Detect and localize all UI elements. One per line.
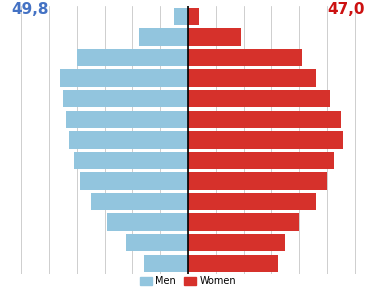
Bar (188, 234, 285, 251)
Bar (188, 49, 302, 66)
Bar (174, 8, 188, 25)
Bar (60, 69, 188, 87)
Bar (68, 131, 188, 149)
Text: 47,0: 47,0 (327, 2, 364, 17)
Bar (139, 28, 188, 46)
Bar (188, 69, 316, 87)
Bar (144, 254, 188, 272)
Text: 49,8: 49,8 (12, 2, 49, 17)
Bar (188, 28, 241, 46)
Bar (188, 213, 299, 231)
Bar (77, 49, 188, 66)
Bar (80, 172, 188, 190)
Bar (126, 234, 188, 251)
Bar (63, 90, 188, 107)
Bar (188, 193, 316, 210)
Bar (188, 152, 334, 169)
Bar (108, 213, 188, 231)
Bar (66, 111, 188, 128)
Bar (91, 193, 188, 210)
Legend: Men, Women: Men, Women (136, 272, 240, 290)
Bar (188, 111, 341, 128)
Bar (188, 172, 327, 190)
Bar (188, 254, 278, 272)
Bar (74, 152, 188, 169)
Bar (188, 90, 330, 107)
Bar (188, 131, 344, 149)
Bar (188, 8, 199, 25)
